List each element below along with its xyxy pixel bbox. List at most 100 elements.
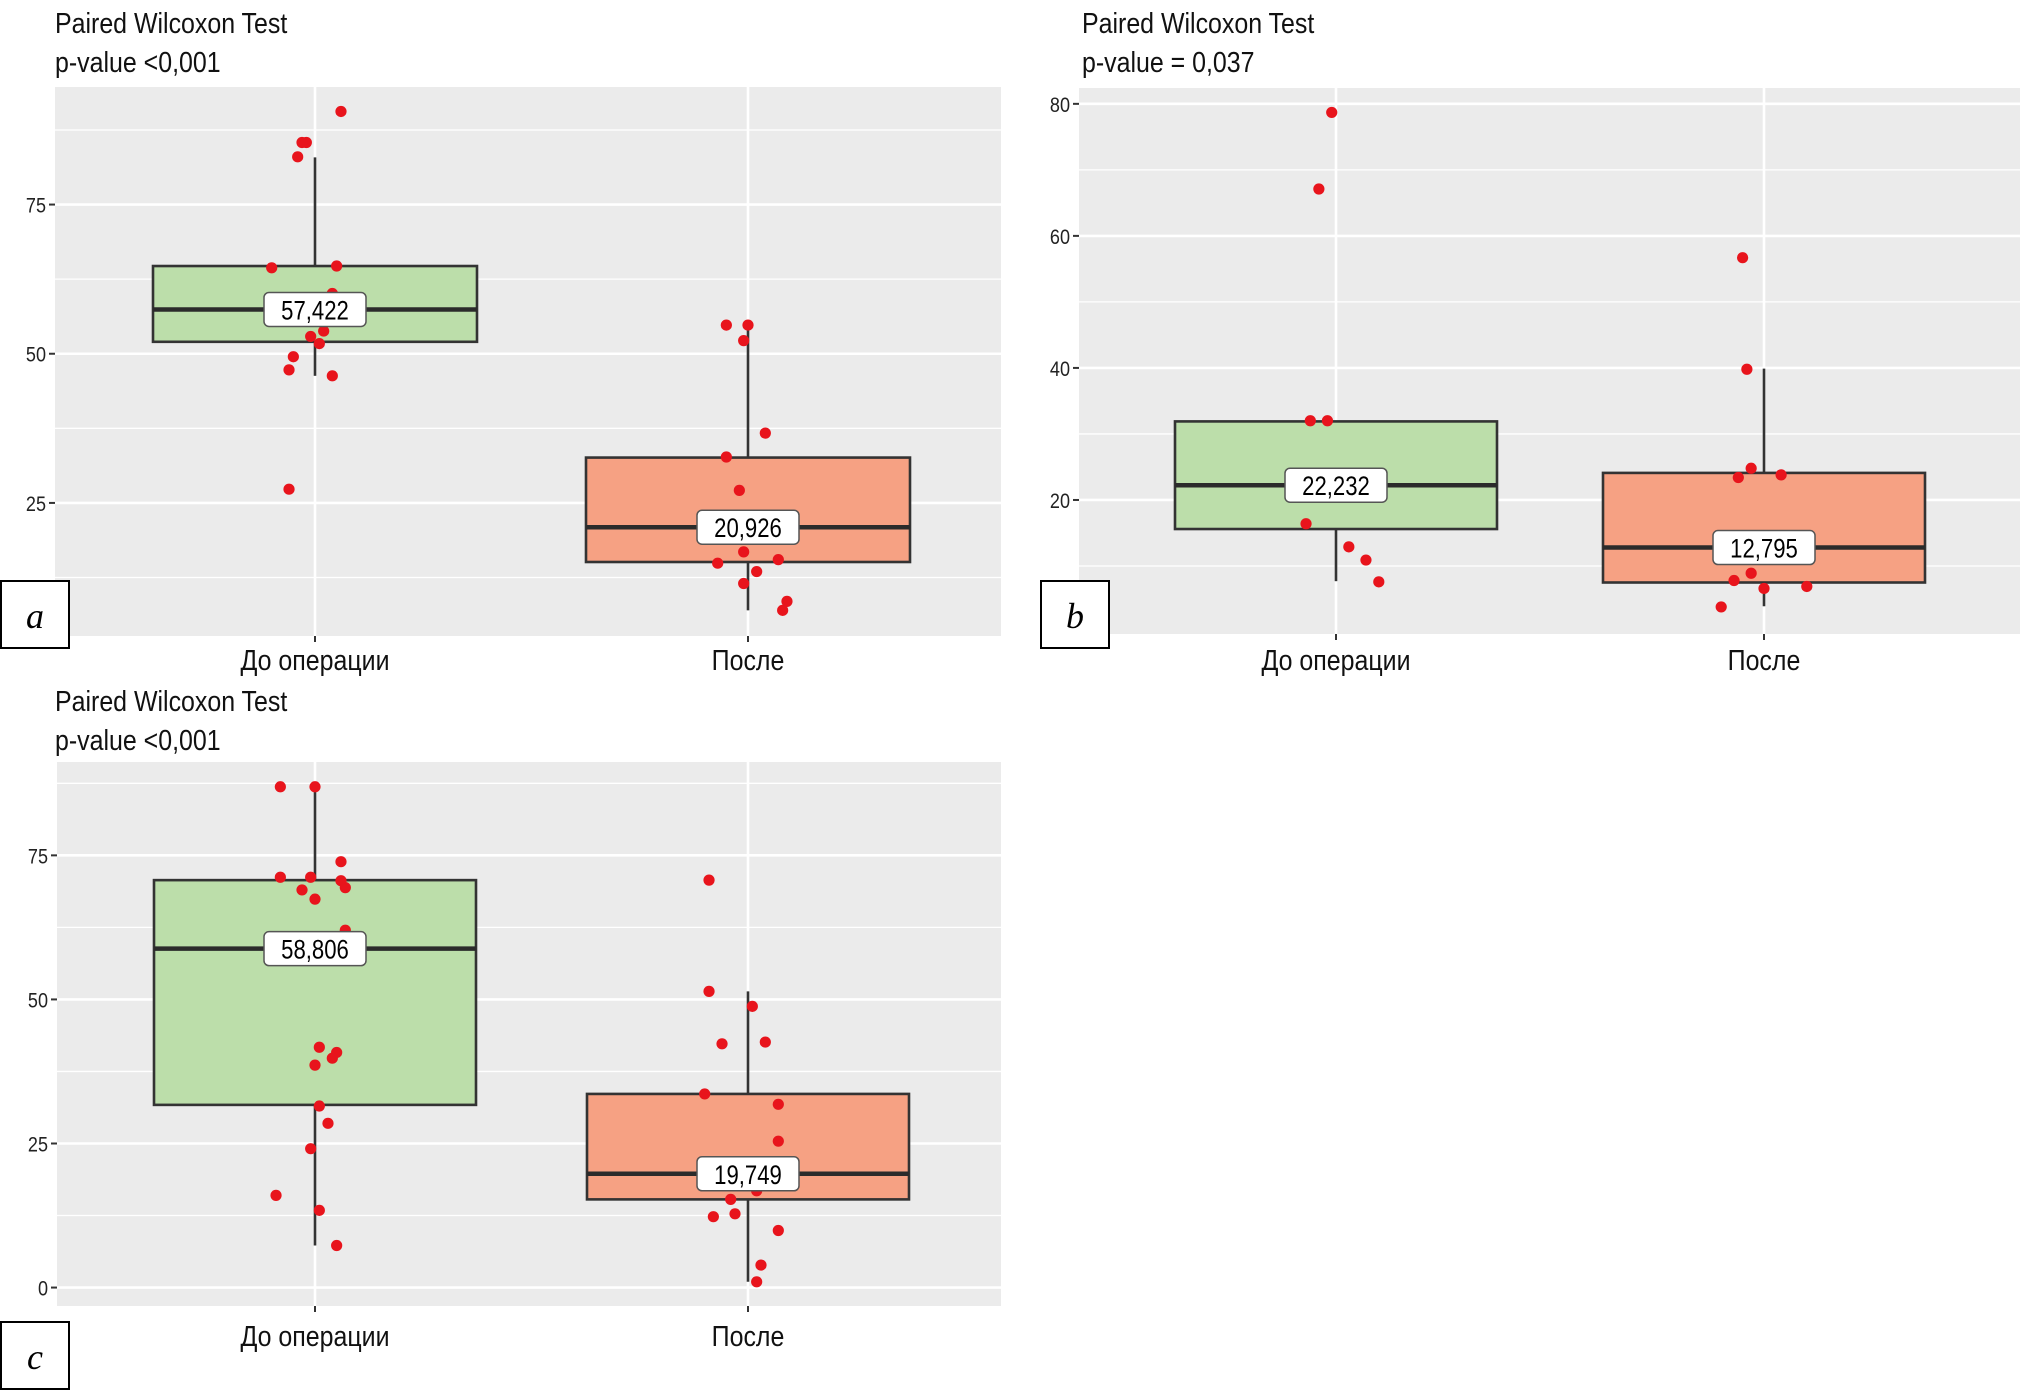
- panel-b-iqr-box: [1601, 471, 1927, 584]
- panel-a-title: Paired Wilcoxon Test: [55, 7, 288, 39]
- panel-c-x-label-after: После: [712, 1320, 785, 1352]
- panel-c-data-point: [313, 1100, 325, 1112]
- panel-a-letter: a: [26, 596, 44, 636]
- panel-a-data-point: [287, 351, 299, 363]
- panel-c-data-point: [699, 1088, 711, 1100]
- panel-b-subtitle: p-value = 0,037: [1082, 46, 1255, 78]
- panel-a-data-point: [742, 319, 754, 331]
- panel-b-median-label-box: [1284, 467, 1388, 503]
- panel-a-data-point: [305, 330, 317, 343]
- panel-c-data-point: [270, 1189, 282, 1201]
- panel-b-y-tick-label: 20: [1050, 490, 1070, 514]
- panel-c-data-point: [772, 1135, 784, 1147]
- panel-c-data-point: [725, 1193, 737, 1205]
- panel-b-y-tick-label: 40: [1050, 358, 1070, 382]
- panel-a-data-point: [733, 484, 745, 496]
- panel-c-plot: 0 25 50 75 58,806 19,749: [28, 762, 1001, 1312]
- panel-c-data-point: [759, 1036, 771, 1048]
- panel-c-data-point: [751, 1276, 763, 1288]
- panel-b-data-point: [1715, 601, 1727, 613]
- panel-a-data-point: [266, 262, 278, 274]
- panel-c-data-point: [326, 1052, 338, 1064]
- panel-c: Paired Wilcoxon Test p-value <0,001 0 25 5…: [0, 685, 1001, 1390]
- panel-a-data-point: [318, 325, 330, 337]
- panel-b-data-point: [1300, 518, 1312, 530]
- panel-a-data-point: [781, 595, 793, 607]
- panel-c-data-point: [274, 781, 286, 793]
- panel-a-y-tick-label: 50: [26, 344, 46, 368]
- panel-c-data-point: [331, 1239, 343, 1252]
- panel-c-median-label-box: [263, 930, 367, 967]
- panel-c-box-before: 58,806: [152, 781, 478, 1252]
- panel-b-data-point: [1321, 415, 1334, 427]
- panel-a-data-point: [313, 337, 325, 350]
- panel-a-data-point: [292, 151, 304, 163]
- panel-c-data-point: [339, 882, 351, 894]
- panel-a-plot: 25 50 75 57,422 20,926: [26, 87, 1001, 642]
- panel-b: Paired Wilcoxon Test p-value = 0,037 20 4…: [1040, 7, 2020, 676]
- panel-a-data-point: [296, 136, 308, 149]
- panel-b-data-point: [1741, 363, 1753, 375]
- panel-b-plot: 20 40 60 80 22,232 12,795: [1050, 88, 2020, 640]
- panel-c-data-point: [707, 1211, 719, 1223]
- panel-b-data-point: [1326, 106, 1338, 119]
- panel-a-data-point: [759, 427, 771, 439]
- panel-c-letter: c: [27, 1337, 43, 1377]
- panel-c-data-point: [772, 1224, 784, 1237]
- panel-b-data-point: [1745, 462, 1757, 474]
- panel-b-data-point: [1732, 471, 1744, 484]
- panel-a-data-point: [777, 604, 789, 616]
- panel-b-data-point: [1304, 415, 1316, 427]
- panel-a: Paired Wilcoxon Test p-value <0,001 25 50…: [0, 7, 1001, 676]
- panel-a-data-point: [720, 451, 732, 463]
- panel-c-data-point: [322, 1117, 334, 1129]
- panel-c-data-point: [703, 985, 715, 997]
- panel-a-data-point: [751, 565, 763, 578]
- panel-a-data-point: [335, 105, 347, 118]
- panel-a-data-point: [283, 364, 295, 376]
- panel-c-data-point: [305, 1143, 317, 1155]
- panel-c-data-point: [309, 893, 321, 905]
- panel-b-y-tick-label: 80: [1050, 94, 1070, 118]
- panel-b-letter-box: b: [1040, 580, 1110, 649]
- panel-c-data-point: [309, 781, 321, 793]
- panel-b-data-point: [1737, 252, 1749, 264]
- panel-b-x-label-after: После: [1728, 644, 1801, 676]
- panel-c-subtitle: p-value <0,001: [55, 724, 221, 756]
- panel-a-median-label-box: [696, 509, 800, 545]
- panel-a-subtitle: p-value <0,001: [55, 46, 221, 78]
- panel-b-data-point: [1360, 554, 1372, 566]
- panel-c-median-label: 19,749: [714, 1161, 782, 1191]
- panel-c-x-label-before: До операции: [240, 1320, 389, 1352]
- panel-c-data-point: [703, 874, 715, 886]
- panel-c-data-point: [335, 856, 347, 868]
- panel-a-letter-box: a: [0, 580, 70, 649]
- panel-b-median-label: 12,795: [1730, 535, 1798, 565]
- panel-c-median-label-box: [696, 1156, 800, 1192]
- panel-a-data-point: [720, 319, 732, 331]
- panel-c-data-point: [274, 871, 286, 883]
- panel-c-data-point: [755, 1259, 767, 1271]
- panel-a-median-label-box: [263, 291, 367, 328]
- panel-c-iqr-box: [152, 878, 478, 1107]
- panel-c-data-point: [746, 1000, 758, 1012]
- panel-b-y-tick-label: 60: [1050, 226, 1070, 250]
- panel-c-letter-box: c: [0, 1321, 70, 1390]
- panel-c-data-point: [729, 1208, 741, 1220]
- panel-c-data-point: [309, 1059, 321, 1071]
- panel-b-title: Paired Wilcoxon Test: [1082, 7, 1315, 39]
- panel-a-data-point: [331, 260, 343, 272]
- panel-c-data-point: [772, 1098, 784, 1110]
- panel-a-y-tick-label: 75: [26, 194, 46, 218]
- panel-a-data-point: [326, 370, 338, 382]
- panel-b-data-point: [1801, 580, 1813, 593]
- panel-a-data-point: [772, 554, 784, 566]
- panel-a-data-point: [283, 483, 295, 495]
- panel-b-data-point: [1728, 574, 1740, 587]
- panel-a-median-label: 20,926: [714, 514, 782, 544]
- panel-a-data-point: [738, 335, 750, 347]
- panel-b-median-label: 22,232: [1302, 472, 1370, 502]
- panel-b-data-point: [1758, 582, 1770, 595]
- panel-c-y-tick-label: 0: [38, 1277, 48, 1301]
